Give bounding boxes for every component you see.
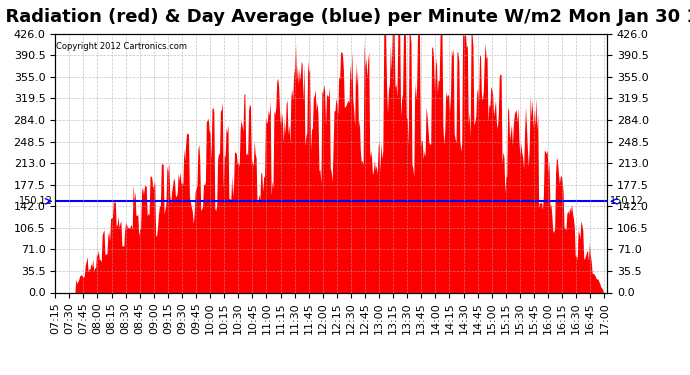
Text: Copyright 2012 Cartronics.com: Copyright 2012 Cartronics.com: [56, 42, 187, 51]
Text: 150.12: 150.12: [610, 196, 644, 206]
Text: 150.12: 150.12: [19, 196, 52, 206]
Text: Solar Radiation (red) & Day Average (blue) per Minute W/m2 Mon Jan 30 17:13: Solar Radiation (red) & Day Average (blu…: [0, 8, 690, 26]
